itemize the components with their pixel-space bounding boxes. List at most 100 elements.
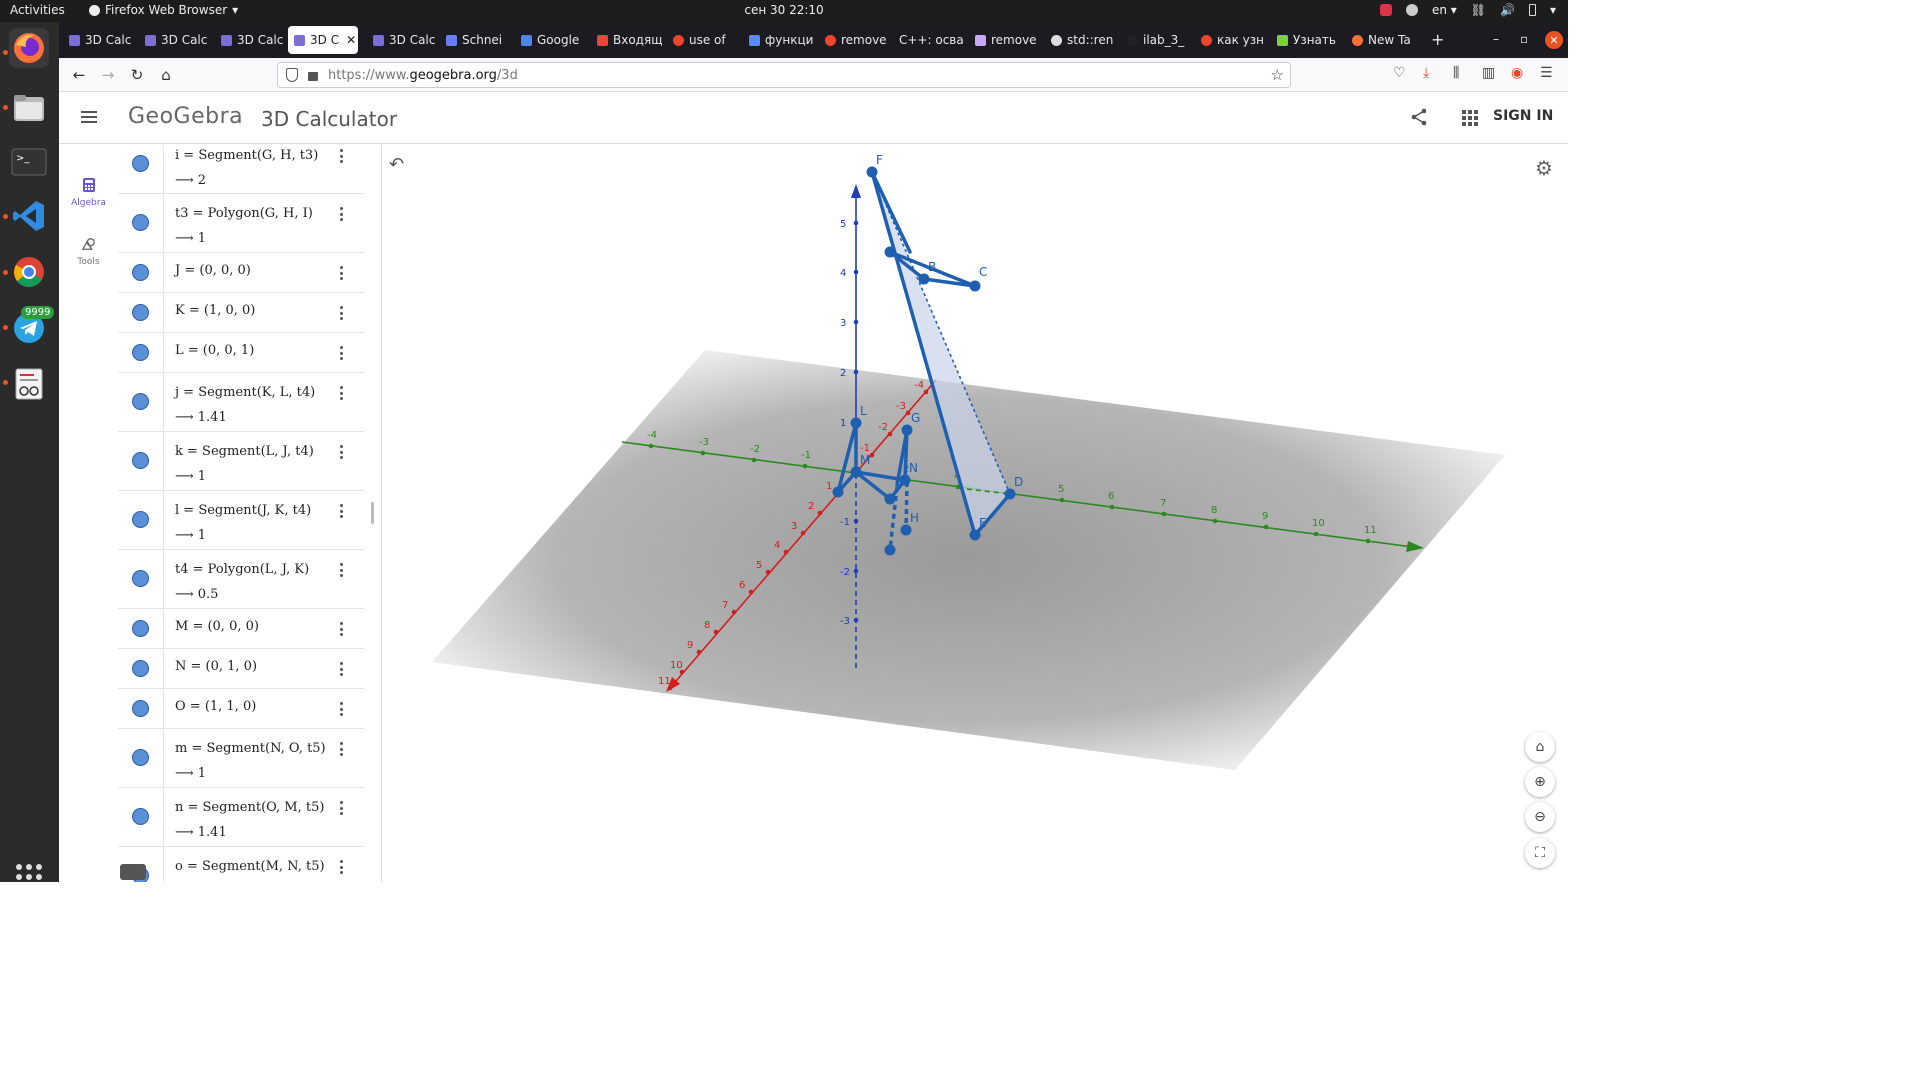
browser-tab[interactable]: Узнать xyxy=(1277,26,1343,54)
app-menu[interactable]: Firefox Web Browser ▾ xyxy=(89,3,238,17)
algebra-definition[interactable]: M = (0, 0, 0) xyxy=(175,619,259,634)
algebra-row[interactable]: o = Segment(M, N, t5) xyxy=(118,847,364,882)
more-options-icon[interactable] xyxy=(340,346,344,360)
more-options-icon[interactable] xyxy=(340,801,344,815)
visibility-toggle[interactable] xyxy=(132,808,149,825)
document-viewer-icon[interactable] xyxy=(9,364,49,404)
segment-b[interactable] xyxy=(888,250,926,281)
zoom-out-button[interactable]: ⊖ xyxy=(1525,802,1555,832)
browser-tab[interactable]: 3D Calc xyxy=(221,26,287,54)
browser-tab[interactable]: Входящ xyxy=(597,26,663,54)
pocket-icon[interactable]: ♡ xyxy=(1393,65,1406,81)
more-options-icon[interactable] xyxy=(340,266,344,280)
algebra-definition[interactable]: O = (1, 1, 0) xyxy=(175,699,257,714)
algebra-definition[interactable]: J = (0, 0, 0) xyxy=(175,263,251,278)
graphics-3d-view[interactable]: -4 -3 -2 -1 1 2 3 4 5 6 7 8 9 10 11 -4 -3 -2 -1 2 4 5 6 7 8 9 10 11… xyxy=(383,145,1568,882)
visibility-toggle[interactable] xyxy=(132,620,149,637)
point[interactable] xyxy=(884,544,896,556)
algebra-definition[interactable]: K = (1, 0, 0) xyxy=(175,303,256,318)
visibility-toggle[interactable] xyxy=(132,452,149,469)
algebra-definition[interactable]: j = Segment(K, L, t4) xyxy=(175,385,316,400)
downloads-icon[interactable]: ⤓ xyxy=(1423,65,1430,81)
activities-button[interactable]: Activities xyxy=(10,3,65,17)
point-c[interactable] xyxy=(969,280,981,292)
lock-icon[interactable] xyxy=(308,72,318,81)
algebra-definition[interactable]: n = Segment(O, M, t5) xyxy=(175,800,325,815)
segment-hidden[interactable] xyxy=(888,486,899,551)
visibility-toggle[interactable] xyxy=(132,304,149,321)
undo-icon[interactable]: ↶ xyxy=(389,154,405,175)
segment-m[interactable] xyxy=(854,470,892,501)
visibility-toggle[interactable] xyxy=(132,749,149,766)
browser-tab[interactable]: C++: осва xyxy=(899,26,965,54)
back-arrow-icon[interactable]: ← xyxy=(72,66,86,84)
files-icon[interactable] xyxy=(9,88,49,128)
point-b[interactable] xyxy=(918,273,930,285)
vscode-icon[interactable] xyxy=(9,196,49,236)
browser-tab[interactable]: Schnei xyxy=(446,26,512,54)
home-view-button[interactable]: ⌂ xyxy=(1525,732,1555,762)
polygon-face[interactable] xyxy=(872,172,1010,535)
more-options-icon[interactable] xyxy=(340,386,344,400)
more-options-icon[interactable] xyxy=(340,622,344,636)
algebra-row[interactable]: j = Segment(K, L, t4) ⟶ 1.41 xyxy=(118,373,364,432)
segment-bc[interactable] xyxy=(922,277,977,288)
algebra-row[interactable]: M = (0, 0, 0) xyxy=(118,609,364,649)
point-h[interactable] xyxy=(900,524,912,536)
visibility-toggle[interactable] xyxy=(132,155,149,172)
firefox-icon[interactable] xyxy=(9,28,49,68)
visibility-toggle[interactable] xyxy=(132,511,149,528)
algebra-definition[interactable]: i = Segment(G, H, t3) xyxy=(175,148,319,163)
home-icon[interactable]: ⌂ xyxy=(161,66,171,84)
extension-icon[interactable]: ◉ xyxy=(1511,65,1524,81)
close-tab-icon[interactable]: ✕ xyxy=(346,33,357,47)
more-options-icon[interactable] xyxy=(340,445,344,459)
more-options-icon[interactable] xyxy=(340,662,344,676)
tracking-protection-icon[interactable] xyxy=(286,68,298,82)
telegram-icon[interactable] xyxy=(9,308,49,348)
algebra-definition[interactable]: m = Segment(N, O, t5) xyxy=(175,741,326,756)
minimize-icon[interactable]: – xyxy=(1493,32,1499,46)
zoom-in-button[interactable]: ⊕ xyxy=(1525,767,1555,797)
clock[interactable]: сен 30 22:10 xyxy=(744,3,824,17)
reload-icon[interactable]: ↻ xyxy=(130,66,144,84)
segment-hidden[interactable] xyxy=(904,481,909,531)
algebra-definition[interactable]: o = Segment(M, N, t5) xyxy=(175,859,325,874)
more-options-icon[interactable] xyxy=(340,306,344,320)
algebra-row[interactable]: i = Segment(G, H, t3) ⟶ 2 xyxy=(118,145,364,194)
tray-app-icon[interactable] xyxy=(1379,4,1392,16)
menu-icon[interactable] xyxy=(81,111,97,123)
library-icon[interactable]: ⫼ xyxy=(1453,65,1460,81)
algebra-row[interactable]: J = (0, 0, 0) xyxy=(118,253,364,293)
point-l[interactable] xyxy=(850,417,862,429)
gear-icon[interactable]: ⚙ xyxy=(1535,156,1553,180)
browser-tab[interactable]: New Ta xyxy=(1352,26,1418,54)
point[interactable] xyxy=(884,493,896,505)
more-options-icon[interactable] xyxy=(340,149,344,163)
share-icon[interactable] xyxy=(1410,108,1428,131)
app-menu-icon[interactable]: ☰ xyxy=(1540,65,1553,81)
point-e[interactable] xyxy=(969,529,981,541)
visibility-toggle[interactable] xyxy=(132,264,149,281)
browser-tab[interactable]: remove xyxy=(975,26,1041,54)
more-options-icon[interactable] xyxy=(340,702,344,716)
algebra-row[interactable]: l = Segment(J, K, t4) ⟶ 1 xyxy=(118,491,364,550)
more-options-icon[interactable] xyxy=(340,563,344,577)
point-f[interactable] xyxy=(866,166,878,178)
point[interactable] xyxy=(832,486,844,498)
algebra-definition[interactable]: N = (0, 1, 0) xyxy=(175,659,258,674)
browser-tab[interactable]: use of xyxy=(673,26,739,54)
network-icon[interactable]: ⛓ xyxy=(1470,3,1487,17)
browser-tab-active[interactable]: 3D C ✕ xyxy=(288,26,358,54)
algebra-row[interactable]: t3 = Polygon(G, H, I) ⟶ 1 xyxy=(118,194,364,253)
points[interactable]: F B C L G M N D E H xyxy=(832,153,1024,556)
algebra-row[interactable]: t4 = Polygon(L, J, K) ⟶ 0.5 xyxy=(118,550,364,609)
battery-icon[interactable] xyxy=(1528,4,1536,16)
sidebar-icon[interactable]: ▥ xyxy=(1482,65,1496,81)
chevron-down-icon[interactable]: ▾ xyxy=(1549,3,1556,17)
url-text[interactable]: https://www.geogebra.org/3d xyxy=(328,68,518,83)
segments[interactable] xyxy=(836,170,1012,537)
algebra-definition[interactable]: t3 = Polygon(G, H, I) xyxy=(175,206,313,221)
algebra-definition[interactable]: t4 = Polygon(L, J, K) xyxy=(175,562,310,577)
browser-tab[interactable]: 3D Calc xyxy=(69,26,135,54)
